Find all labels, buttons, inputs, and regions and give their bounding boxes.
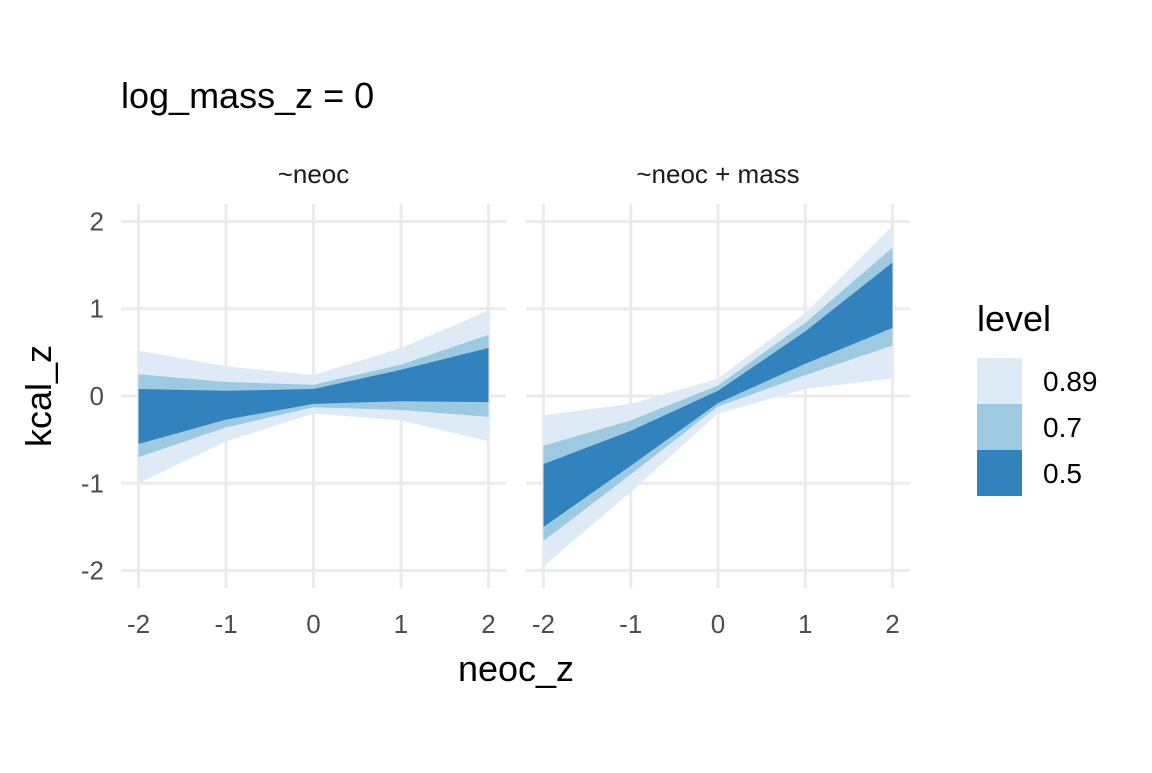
legend-key-0-5 xyxy=(977,450,1022,496)
x-tick-label: -1 xyxy=(214,609,237,639)
x-tick-label: -1 xyxy=(619,609,642,639)
band-0-5 xyxy=(543,262,893,527)
y-tick-label: 0 xyxy=(90,381,104,411)
panel-1: ~neoc -2 -1 0 1 2 -2 -1 0 1 2 xyxy=(81,159,506,639)
y-tick-label: 2 xyxy=(90,206,104,236)
strip-label: ~neoc + mass xyxy=(636,159,799,189)
x-tick-label: 0 xyxy=(711,609,725,639)
y-axis-title: kcal_z xyxy=(18,345,59,447)
x-tick-label: 1 xyxy=(798,609,812,639)
y-tick-label: 1 xyxy=(90,294,104,324)
legend: level 0.89 0.7 0.5 xyxy=(977,298,1098,496)
x-tick-label: 0 xyxy=(306,609,320,639)
legend-label: 0.5 xyxy=(1043,458,1082,489)
legend-title: level xyxy=(977,298,1051,339)
legend-label: 0.89 xyxy=(1043,366,1098,397)
panel-2: ~neoc + mass -2 -1 0 1 2 xyxy=(526,159,910,639)
legend-key-0-89 xyxy=(977,358,1022,404)
x-tick-label: 2 xyxy=(885,609,899,639)
x-axis-title: neoc_z xyxy=(458,648,574,689)
y-tick-label: -1 xyxy=(81,468,104,498)
legend-label: 0.7 xyxy=(1043,412,1082,443)
x-tick-label: -2 xyxy=(532,609,555,639)
y-tick-label: -2 xyxy=(81,556,104,586)
strip-label: ~neoc xyxy=(278,159,350,189)
panels-layer: ~neoc -2 -1 0 1 2 -2 -1 0 1 2 ~neoc + mass -2 -1 0 1 2 xyxy=(81,159,910,639)
legend-key-0-7 xyxy=(977,404,1022,450)
x-tick-label: -2 xyxy=(127,609,150,639)
x-tick-label: 1 xyxy=(394,609,408,639)
chart-title: log_mass_z = 0 xyxy=(121,75,374,116)
x-tick-label: 2 xyxy=(481,609,495,639)
band-0-5 xyxy=(138,348,489,444)
